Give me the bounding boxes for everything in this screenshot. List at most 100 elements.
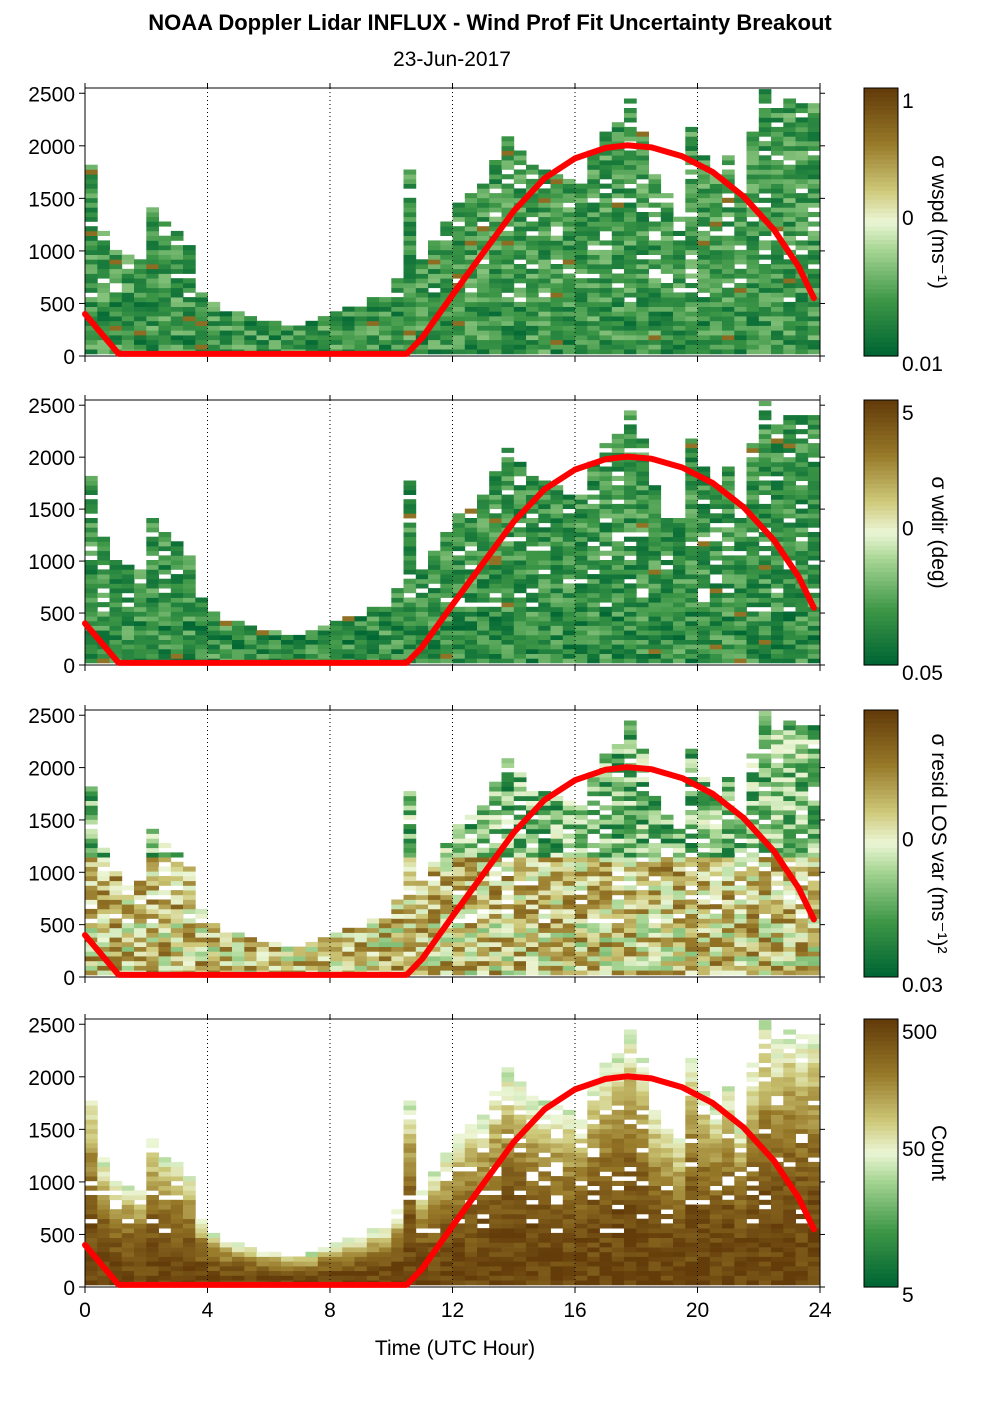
heatmap-cell: [366, 937, 380, 943]
heatmap-cell: [758, 569, 772, 575]
heatmap-cell: [636, 485, 649, 491]
heatmap-cell: [268, 325, 282, 331]
heatmap-cell: [526, 960, 539, 966]
heatmap-cell: [85, 503, 98, 509]
heatmap-cell: [685, 819, 698, 825]
heatmap-cell: [624, 207, 637, 213]
heatmap-cell: [550, 197, 564, 203]
heatmap-cell: [758, 946, 772, 952]
heatmap-cell: [526, 273, 539, 279]
heatmap-cell: [232, 311, 245, 317]
heatmap-cell: [134, 325, 147, 331]
heatmap-cell: [550, 320, 564, 326]
heatmap-cell: [489, 503, 502, 509]
heatmap-cell: [685, 583, 698, 589]
heatmap-cell: [746, 325, 760, 331]
heatmap-cell: [97, 320, 110, 326]
heatmap-cell: [489, 634, 502, 640]
heatmap-cell: [489, 932, 502, 938]
heatmap-cell: [709, 527, 723, 533]
heatmap-cell: [538, 634, 551, 640]
heatmap-cell: [624, 800, 637, 806]
heatmap-cell: [440, 349, 453, 355]
heatmap-cell: [342, 306, 355, 312]
heatmap-cell: [562, 899, 576, 905]
heatmap-cell: [170, 616, 184, 622]
heatmap-cell: [464, 527, 478, 533]
heatmap-cell: [575, 592, 588, 598]
heatmap-cell: [807, 108, 821, 114]
heatmap-cell: [85, 249, 98, 255]
heatmap-cell: [550, 513, 564, 519]
heatmap-cell: [722, 518, 735, 524]
heatmap-cell: [391, 330, 404, 336]
heatmap-cell: [771, 569, 784, 575]
heatmap-cell: [477, 197, 490, 203]
heatmap-cell: [183, 899, 196, 905]
heatmap-cell: [758, 800, 772, 806]
heatmap-cell: [366, 611, 380, 617]
y-tick-label: 0: [63, 655, 75, 678]
heatmap-cell: [415, 569, 429, 575]
heatmap-cell: [599, 297, 613, 303]
heatmap-cell: [709, 503, 723, 509]
heatmap-cell: [415, 927, 429, 933]
heatmap-cell: [134, 965, 147, 971]
heatmap-cell: [256, 344, 270, 350]
heatmap-cell: [611, 970, 625, 976]
heatmap-cell: [550, 202, 564, 208]
colorbar-swatch: [864, 338, 898, 344]
heatmap-cell: [807, 330, 821, 336]
heatmap-cell: [489, 588, 502, 594]
heatmap-cell: [489, 800, 502, 806]
heatmap-cell: [660, 245, 674, 251]
heatmap-cell: [636, 880, 649, 886]
heatmap-cell: [538, 212, 551, 218]
heatmap-cell: [783, 136, 796, 142]
heatmap-cell: [648, 174, 662, 180]
heatmap-cell: [636, 843, 649, 849]
heatmap-cell: [599, 240, 613, 246]
heatmap-cell: [636, 344, 649, 350]
heatmap-cell: [562, 814, 576, 820]
heatmap-cell: [317, 316, 331, 322]
heatmap-cell: [440, 904, 453, 910]
heatmap-cell: [697, 489, 711, 495]
heatmap-cell: [501, 344, 515, 350]
heatmap-cell: [795, 522, 809, 528]
heatmap-cell: [379, 951, 392, 957]
heatmap-cell: [746, 316, 760, 322]
heatmap-cell: [158, 918, 172, 924]
heatmap-cell: [501, 885, 515, 891]
heatmap-cell: [477, 653, 490, 659]
heatmap-cell: [85, 791, 98, 797]
heatmap-cell: [758, 880, 772, 886]
heatmap-cell: [550, 311, 564, 317]
heatmap-cell: [660, 625, 674, 631]
heatmap-cell: [146, 230, 159, 236]
heatmap-cell: [587, 777, 600, 783]
heatmap-cell: [477, 499, 490, 505]
heatmap-cell: [366, 941, 380, 947]
heatmap-cell: [550, 908, 564, 914]
heatmap-cell: [428, 658, 441, 664]
heatmap-cell: [722, 188, 735, 194]
heatmap-cell: [183, 653, 196, 659]
heatmap-cell: [134, 268, 147, 274]
heatmap-cell: [562, 297, 576, 303]
heatmap-cell: [611, 297, 625, 303]
heatmap-cell: [660, 630, 674, 636]
heatmap-cell: [599, 847, 613, 853]
heatmap-cell: [697, 235, 711, 241]
heatmap-cell: [489, 970, 502, 976]
heatmap-cell: [624, 899, 637, 905]
heatmap-cell: [758, 457, 772, 463]
heatmap-cell: [477, 639, 490, 645]
heatmap-cell: [734, 923, 747, 929]
heatmap-cell: [807, 644, 821, 650]
heatmap-cell: [464, 904, 478, 910]
heatmap-cell: [477, 918, 490, 924]
heatmap-cell: [575, 885, 588, 891]
heatmap-cell: [575, 311, 588, 317]
heatmap-cell: [501, 777, 515, 783]
